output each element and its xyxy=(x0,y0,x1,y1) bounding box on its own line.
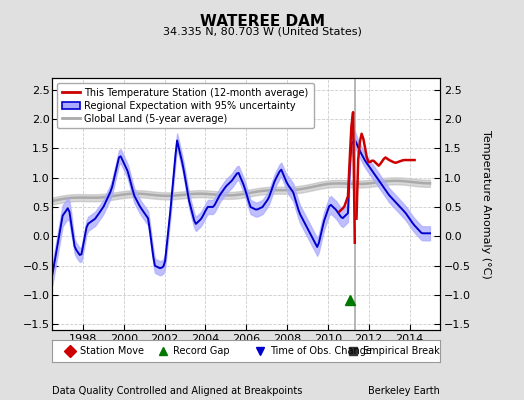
Text: Station Move: Station Move xyxy=(80,346,144,356)
Text: Empirical Break: Empirical Break xyxy=(363,346,439,356)
Text: 34.335 N, 80.703 W (United States): 34.335 N, 80.703 W (United States) xyxy=(162,26,362,36)
Text: Berkeley Earth: Berkeley Earth xyxy=(368,386,440,396)
Legend: This Temperature Station (12-month average), Regional Expectation with 95% uncer: This Temperature Station (12-month avera… xyxy=(57,83,313,128)
Y-axis label: Temperature Anomaly (°C): Temperature Anomaly (°C) xyxy=(481,130,491,278)
Text: Data Quality Controlled and Aligned at Breakpoints: Data Quality Controlled and Aligned at B… xyxy=(52,386,303,396)
Text: WATEREE DAM: WATEREE DAM xyxy=(200,14,324,29)
Text: Record Gap: Record Gap xyxy=(172,346,229,356)
Text: Time of Obs. Change: Time of Obs. Change xyxy=(269,346,372,356)
